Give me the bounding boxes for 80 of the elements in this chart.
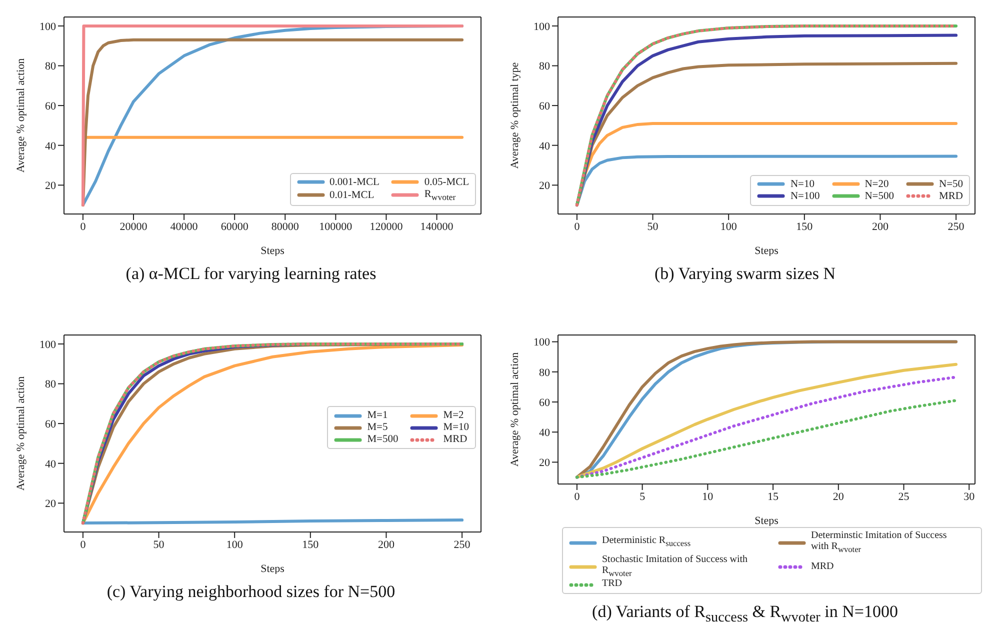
y-tick-label: 80 [539,60,550,73]
x-tick-label: 150 [302,538,320,551]
legend-label: 0.01-MCL [330,190,374,201]
legend-label: MRD [811,560,834,572]
x-tick-label: 20000 [120,220,148,233]
y-axis-title: Average % optimal action [508,352,521,467]
y-tick-label: 40 [539,426,550,439]
x-axis-title: Steps [754,245,778,257]
y-tick-label: 100 [40,338,56,351]
x-tick-label: 30 [964,490,976,503]
x-tick-label: 250 [454,538,471,551]
x-tick-label: 50 [153,538,165,551]
y-tick-label: 40 [45,140,56,152]
y-tick-label: 20 [45,180,56,192]
x-tick-label: 40000 [170,220,198,233]
x-tick-label: 10 [702,490,714,503]
y-axis-title: Average % optimal type [508,62,521,169]
x-axis-title: Steps [754,515,778,527]
y-tick-label: 60 [539,100,550,112]
x-tick-label: 100 [226,538,244,551]
y-tick-label: 40 [45,458,56,470]
x-tick-label: 60000 [220,220,249,233]
text: (c) Varying neighborhood sizes for N=500 [106,582,396,602]
x-tick-label: 0 [80,538,86,551]
y-tick-label: 100 [40,20,56,33]
legend-label: M=500 [367,434,398,446]
legend-label: TRD [602,578,622,590]
line-series [575,398,958,479]
legend-label: M=1 [367,410,388,422]
x-tick-label: 15 [768,490,780,503]
x-tick-label: 100000 [319,220,353,233]
x-tick-label: 100 [720,220,738,233]
y-tick-label: 80 [45,60,56,73]
y-tick-label: 40 [539,140,550,152]
y-tick-label: 100 [534,336,550,349]
x-tick-label: 80000 [271,220,300,233]
legend-label: Deterministic R$_{success}$ [602,535,691,549]
legend-label: M=5 [367,422,388,434]
legend-label: MRD [443,434,468,446]
x-axis-title: Steps [260,563,284,575]
legend-label: N=10 [790,178,814,190]
x-tick-label: 250 [948,220,965,233]
x-tick-label: 150 [796,220,814,233]
legend-label: N=500 [864,190,894,202]
y-axis-title: Average % optimal action [14,376,27,491]
x-tick-label: 5 [640,490,646,503]
y-tick-label: 20 [539,457,550,470]
x-axis-title: Steps [260,245,284,257]
legend-label: 0.001-MCL [330,176,380,188]
y-tick-label: 100 [534,20,550,33]
legend-label: R$_{wvoter}$ [424,188,456,202]
y-tick-label: 60 [539,396,550,409]
legend-label: N=50 [938,178,963,190]
x-tick-label: 0 [80,220,86,233]
text: (d) Variants of R$_{success}$ & R$_{wvoter}$ in N=1000 [591,602,899,626]
x-tick-label: 0 [574,220,580,233]
y-axis-title: Average % optimal action [14,58,27,173]
x-tick-label: 200 [378,538,395,551]
legend-label: Determinstic Imitation of Success with R$_{wvoter}$ [811,530,948,554]
text: (a) α-MCL for varying learning rates [124,264,378,284]
y-tick-label: 20 [539,180,550,192]
legend-label: N=100 [790,190,820,202]
legend-label: Stochastic Imitation of Success with R$_{wvoter}$ [602,554,749,578]
x-tick-label: 20 [832,490,844,503]
x-tick-label: 0 [574,490,580,503]
text: (b) Varying swarm sizes N [654,264,836,284]
x-tick-label: 120000 [370,220,404,233]
legend-label: M=2 [443,410,464,422]
x-tick-label: 140000 [420,220,454,233]
x-tick-label: 25 [898,490,910,503]
y-tick-label: 60 [45,418,56,430]
legend-label: 0.05-MCL [424,176,469,188]
x-tick-label: 200 [872,220,889,233]
y-tick-label: 80 [45,378,56,391]
y-tick-label: 60 [45,100,56,112]
legend-label: MRD [938,190,963,202]
y-tick-label: 80 [539,366,550,379]
legend-label: M=10 [443,422,469,434]
legend-label: N=20 [864,178,889,190]
x-tick-label: 50 [647,220,659,233]
